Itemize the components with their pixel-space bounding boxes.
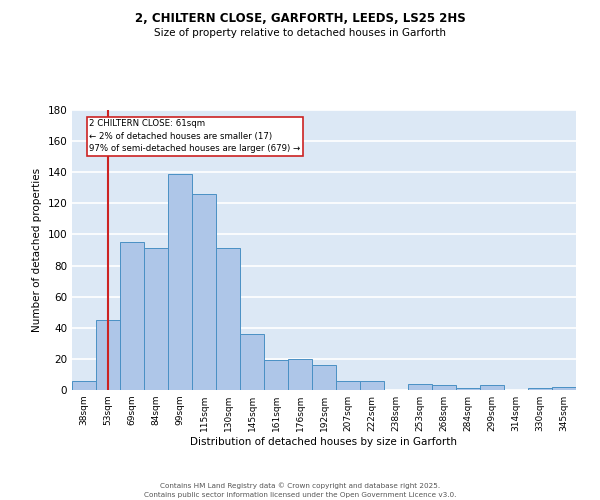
Bar [120, 242, 144, 390]
Bar [240, 334, 264, 390]
Bar [216, 248, 240, 390]
Bar [96, 320, 120, 390]
Bar [432, 386, 456, 390]
X-axis label: Distribution of detached houses by size in Garforth: Distribution of detached houses by size … [191, 437, 458, 447]
Text: Size of property relative to detached houses in Garforth: Size of property relative to detached ho… [154, 28, 446, 38]
Text: 2, CHILTERN CLOSE, GARFORTH, LEEDS, LS25 2HS: 2, CHILTERN CLOSE, GARFORTH, LEEDS, LS25… [134, 12, 466, 26]
Bar [168, 174, 192, 390]
Bar [264, 360, 288, 390]
Bar [72, 380, 96, 390]
Bar [192, 194, 216, 390]
Text: Contains HM Land Registry data © Crown copyright and database right 2025.
Contai: Contains HM Land Registry data © Crown c… [144, 482, 456, 498]
Bar [288, 359, 312, 390]
Text: 2 CHILTERN CLOSE: 61sqm
← 2% of detached houses are smaller (17)
97% of semi-det: 2 CHILTERN CLOSE: 61sqm ← 2% of detached… [89, 120, 301, 154]
Bar [144, 248, 168, 390]
Bar [456, 388, 480, 390]
Bar [552, 387, 576, 390]
Bar [360, 380, 384, 390]
Bar [528, 388, 552, 390]
Bar [480, 386, 504, 390]
Y-axis label: Number of detached properties: Number of detached properties [32, 168, 42, 332]
Bar [312, 365, 336, 390]
Bar [408, 384, 432, 390]
Bar [336, 380, 360, 390]
